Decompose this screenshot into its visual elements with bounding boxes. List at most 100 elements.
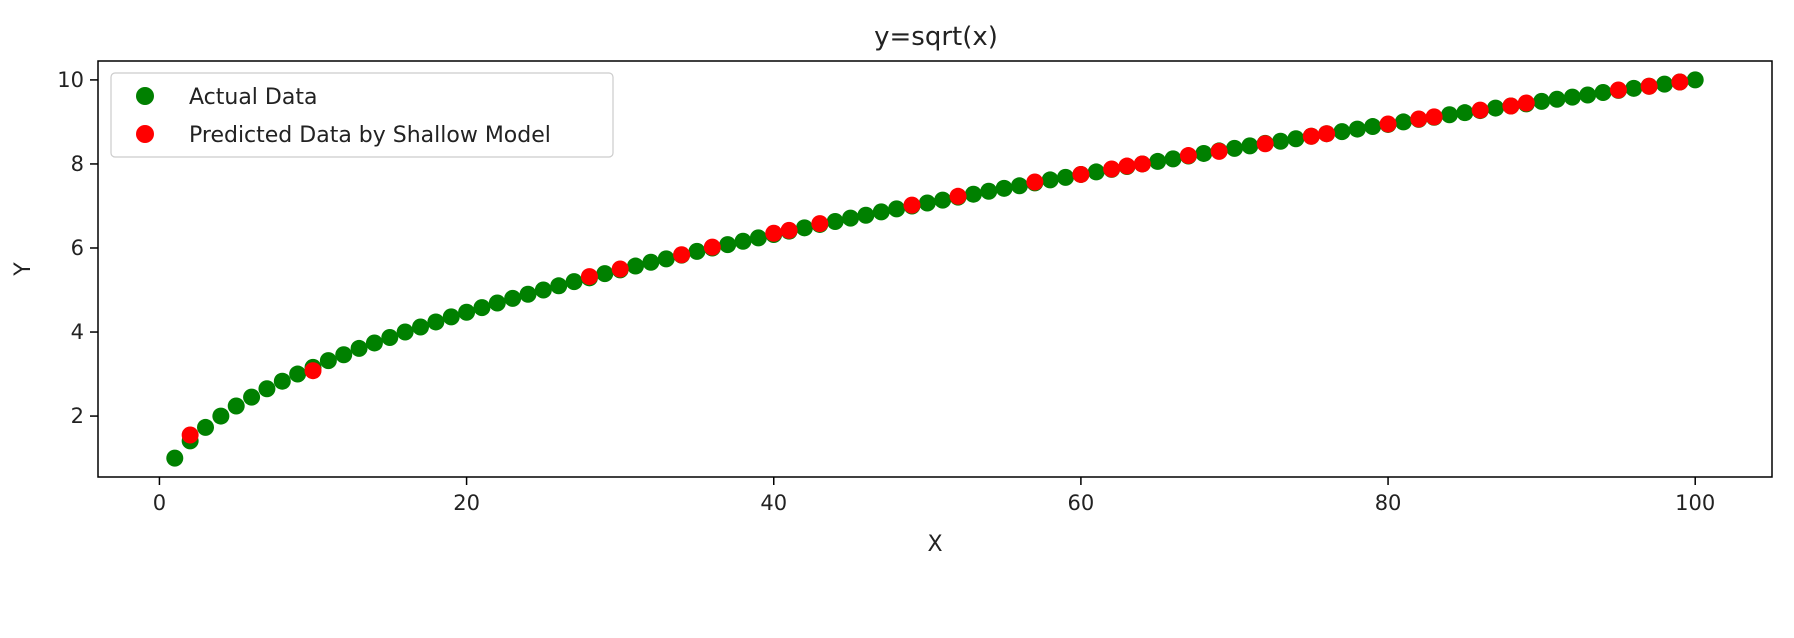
actual-data-point [980,182,998,200]
legend-label-actual: Actual Data [189,85,317,110]
legend-marker-predicted [136,125,154,143]
x-axis: 0 20 40 60 80 100 [153,477,1715,515]
predicted-data-point [1103,160,1121,178]
y-axis: 2 4 6 8 10 [57,68,98,428]
actual-data-point [657,250,675,268]
predicted-data-point [903,196,921,214]
actual-data-point [1686,71,1704,89]
predicted-data-point [580,268,598,286]
actual-data-point [166,449,184,467]
predicted-data-point [1256,135,1274,153]
actual-data-point [519,285,537,303]
series-predicted [181,73,1689,444]
actual-data-point [458,303,476,321]
predicted-data-point [1502,97,1520,115]
actual-data-point [1333,123,1351,141]
x-tick-label: 40 [760,491,787,515]
predicted-data-point [304,362,322,380]
actual-data-point [1548,90,1566,108]
predicted-data-point [765,224,783,242]
predicted-data-point [1379,115,1397,133]
x-tick-label: 60 [1068,491,1095,515]
actual-data-point [857,206,875,224]
actual-data-point [1010,177,1028,195]
predicted-data-point [1118,157,1136,175]
predicted-data-point [1671,73,1689,91]
actual-data-point [995,179,1013,197]
predicted-data-point [811,215,829,233]
x-tick-label: 100 [1675,491,1715,515]
actual-data-point [1440,106,1458,124]
predicted-data-point [1410,110,1428,128]
legend-label-predicted: Predicted Data by Shallow Model [189,123,551,148]
actual-data-point [565,273,583,291]
y-tick-label: 10 [57,68,84,92]
actual-data-point [642,253,660,271]
actual-data-point [918,194,936,212]
actual-data-point [1164,150,1182,168]
x-tick-label: 0 [153,491,166,515]
actual-data-point [1579,86,1597,104]
x-tick-label: 20 [453,491,480,515]
predicted-data-point [1609,81,1627,99]
predicted-data-point [703,238,721,256]
actual-data-point [888,200,906,218]
actual-data-point [243,388,261,406]
actual-data-point [350,339,368,357]
legend: Actual Data Predicted Data by Shallow Mo… [110,72,614,158]
actual-data-point [1087,163,1105,181]
predicted-data-point [1133,155,1151,173]
actual-data-point [1287,130,1305,148]
actual-data-point [934,191,952,209]
actual-data-point [473,299,491,317]
actual-data-point [1225,139,1243,157]
actual-data-point [396,323,414,341]
actual-data-point [319,352,337,370]
actual-data-point [1195,144,1213,162]
actual-data-point [688,242,706,260]
actual-data-point [964,185,982,203]
predicted-data-point [1179,147,1197,165]
actual-data-point [1041,171,1059,189]
x-tick-label: 80 [1375,491,1402,515]
actual-data-point [427,313,445,331]
y-tick-label: 8 [71,152,84,176]
predicted-data-point [181,426,199,444]
actual-data-point [826,213,844,231]
actual-data-point [1487,99,1505,117]
predicted-data-point [673,246,691,264]
y-tick-label: 4 [71,320,84,344]
actual-data-point [795,219,813,237]
actual-data-point [442,308,460,326]
actual-data-point [1456,104,1474,122]
predicted-data-point [1517,94,1535,112]
legend-box [110,72,614,158]
actual-data-point [550,277,568,295]
actual-data-point [872,203,890,221]
y-tick-label: 6 [71,236,84,260]
actual-data-point [596,265,614,283]
actual-data-point [1655,75,1673,93]
predicted-data-point [1026,173,1044,191]
predicted-data-point [780,221,798,239]
actual-data-point [1241,137,1259,155]
y-tick-label: 2 [71,404,84,428]
actual-data-point [335,346,353,364]
predicted-data-point [1471,101,1489,119]
actual-data-point [381,328,399,346]
actual-data-point [273,372,291,390]
actual-data-point [504,289,522,307]
actual-data-point [289,365,307,383]
actual-data-point [365,334,383,352]
actual-data-point [488,294,506,312]
actual-data-point [627,257,645,275]
actual-data-point [1364,118,1382,136]
actual-data-point [842,209,860,227]
predicted-data-point [1640,77,1658,95]
legend-marker-actual [136,87,154,105]
actual-data-point [534,281,552,299]
actual-data-point [258,380,276,398]
actual-data-point [1594,84,1612,102]
predicted-data-point [1302,127,1320,145]
